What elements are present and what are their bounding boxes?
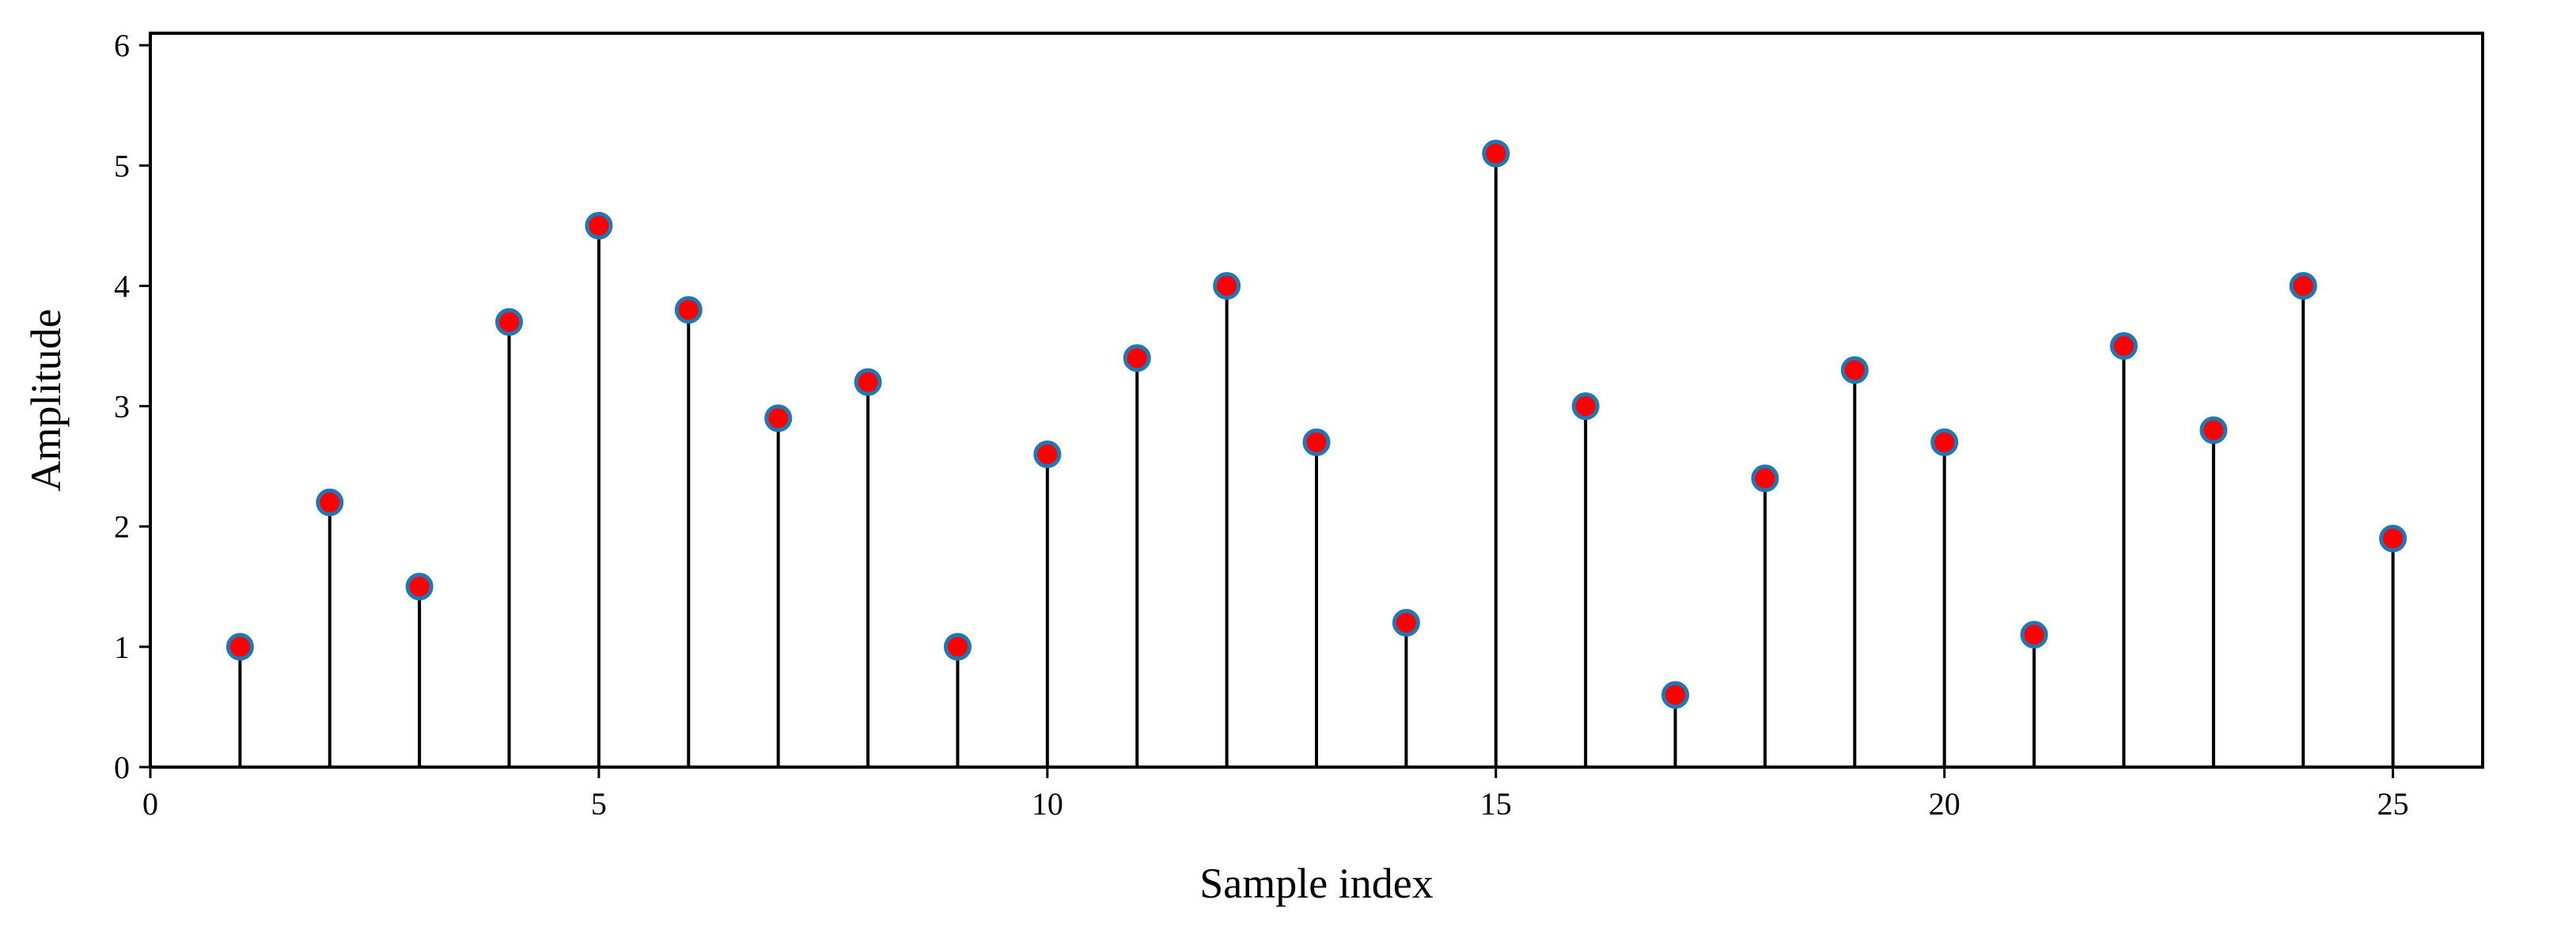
x-axis: 0 5 10 15 20 25 [142,767,2409,822]
stems-layer [238,153,2395,767]
data-point-8 [854,368,882,396]
data-point-18 [1751,464,1779,493]
x-tick-label-20: 20 [1929,786,1960,822]
markers-layer [225,139,2407,709]
data-point-23 [2199,416,2228,444]
data-point-14 [1392,608,1420,637]
y-tick-label-4: 4 [114,268,130,304]
data-point-6 [674,296,703,324]
data-point-9 [943,633,972,661]
y-axis-label: Amplitude [22,309,70,492]
data-point-24 [2289,271,2317,300]
data-point-16 [1571,392,1600,421]
y-tick-label-5: 5 [114,148,130,183]
data-point-2 [316,488,344,516]
data-point-19 [1840,356,1869,384]
data-point-10 [1033,440,1062,468]
data-point-3 [405,573,434,601]
x-tick-label-25: 25 [2377,786,2409,822]
data-point-7 [764,404,793,433]
y-tick-label-6: 6 [114,28,130,63]
y-tick-label-2: 2 [114,509,130,545]
data-point-21 [2020,621,2048,649]
data-point-22 [2109,332,2138,361]
data-point-13 [1302,428,1331,456]
x-tick-label-5: 5 [591,786,607,822]
data-point-1 [225,633,254,661]
data-point-17 [1661,681,1690,709]
data-point-5 [585,211,613,240]
data-point-12 [1213,271,1241,300]
data-point-20 [1930,428,1959,456]
x-axis-label: Sample index [1199,860,1433,907]
y-tick-label-3: 3 [114,389,130,425]
x-tick-label-10: 10 [1032,786,1063,822]
plot-frame [149,32,2484,769]
y-tick-label-1: 1 [114,629,130,665]
y-axis: 0 1 2 3 4 5 6 [114,28,150,785]
data-point-11 [1123,344,1151,372]
data-point-25 [2379,524,2407,553]
data-point-15 [1482,139,1510,168]
x-tick-label-15: 15 [1480,786,1512,822]
data-point-4 [495,308,524,336]
y-tick-label-0: 0 [114,750,130,785]
x-tick-label-0: 0 [142,786,158,822]
